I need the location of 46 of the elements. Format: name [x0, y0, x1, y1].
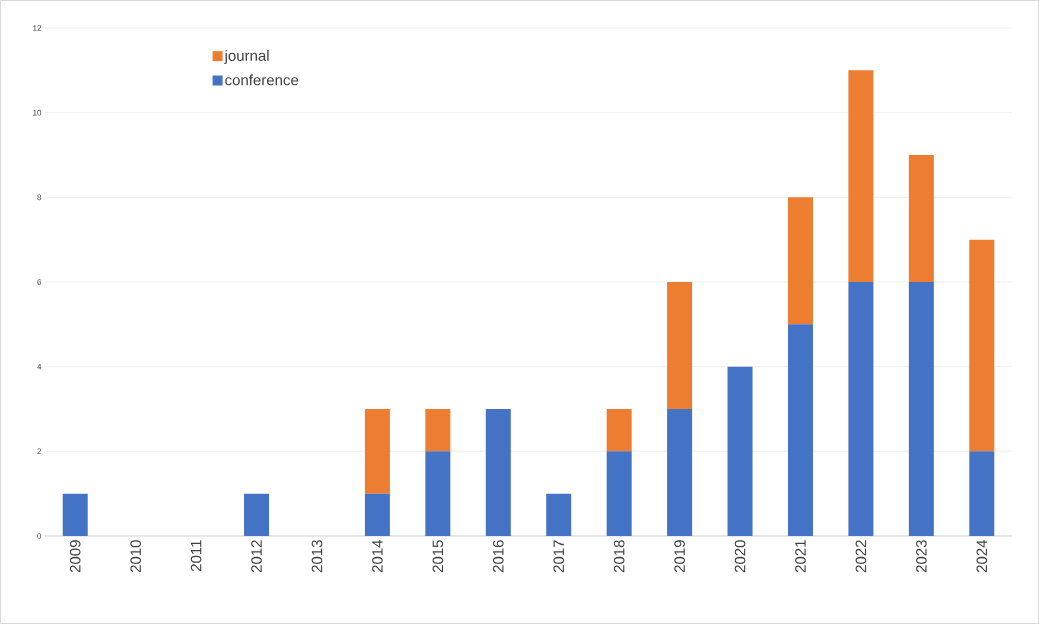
bar	[787, 324, 813, 536]
x-tick-label: 2016	[492, 540, 504, 573]
x-tick-label: 2013	[311, 540, 323, 573]
y-tick-label: 0	[37, 533, 42, 539]
bar	[244, 493, 270, 536]
x-tick-label: 2019	[674, 540, 685, 573]
y-tick-label: 4	[37, 363, 42, 370]
bar	[425, 451, 451, 536]
bar	[485, 409, 511, 536]
x-tick-label: 2021	[795, 540, 806, 573]
x-tick-label: 2009	[69, 540, 81, 573]
x-tick-label: 2011	[190, 540, 202, 572]
bar	[364, 493, 390, 536]
x-tick-label: 2020	[734, 540, 746, 573]
bar	[606, 451, 632, 536]
bar	[908, 155, 934, 282]
bar	[848, 70, 874, 282]
bar	[667, 409, 693, 536]
x-tick-label: 2014	[372, 539, 383, 573]
bar	[969, 239, 995, 452]
x-tick-label: 2024	[976, 539, 988, 573]
legend-label: journal	[224, 49, 269, 64]
y-tick-label: 12	[33, 25, 42, 31]
y-tick-label: 8	[37, 194, 42, 201]
bar	[62, 493, 88, 536]
y-tick-label: 6	[37, 279, 42, 285]
bar	[969, 451, 995, 536]
bar	[425, 409, 451, 452]
x-tick-label: 2018	[613, 540, 625, 573]
x-tick-label: 2015	[432, 540, 444, 573]
bar	[908, 282, 934, 536]
x-tick-label: 2017	[553, 540, 565, 573]
bar	[546, 493, 572, 536]
bar	[364, 409, 390, 494]
bar	[787, 197, 813, 325]
x-tick-label: 2012	[251, 540, 262, 573]
y-tick-label: 2	[37, 448, 42, 455]
bar	[606, 409, 632, 452]
bar	[727, 366, 753, 536]
bar	[667, 282, 693, 409]
legend-label: conference	[225, 74, 299, 86]
x-tick-label: 2023	[916, 540, 927, 573]
y-tick-label: 10	[33, 109, 42, 116]
x-tick-label: 2010	[130, 540, 141, 573]
bar	[848, 282, 874, 536]
x-tick-label: 2022	[855, 540, 867, 573]
